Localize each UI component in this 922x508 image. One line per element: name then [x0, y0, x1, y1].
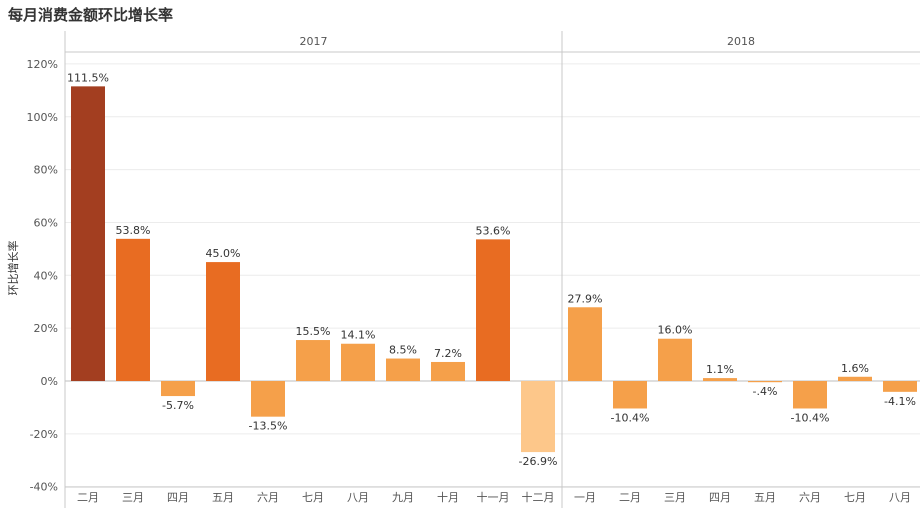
data-label: -5.7%: [162, 399, 194, 412]
data-label: 1.1%: [706, 363, 734, 376]
x-tick-label: 五月: [754, 491, 776, 504]
bar-2018-一月[interactable]: [568, 307, 602, 381]
x-tick-label: 五月: [212, 491, 234, 504]
chart-title: 每月消费金额环比增长率: [8, 6, 174, 24]
x-tick-label: 十二月: [522, 490, 555, 504]
data-label: -10.4%: [611, 411, 650, 424]
data-label: 1.6%: [841, 362, 869, 375]
bar-2017-三月[interactable]: [116, 238, 150, 381]
x-tick-label: 十一月: [477, 490, 510, 504]
y-tick-label: 20%: [34, 322, 58, 335]
bar-2018-二月[interactable]: [613, 381, 647, 409]
x-tick-label: 二月: [77, 491, 99, 504]
bar-2018-七月[interactable]: [838, 376, 872, 381]
x-tick-label: 九月: [392, 491, 414, 504]
x-tick-label: 八月: [347, 491, 369, 504]
x-tick-label: 八月: [889, 491, 911, 504]
data-label: 53.8%: [116, 224, 151, 237]
data-label: -10.4%: [791, 411, 830, 424]
bar-2017-七月[interactable]: [296, 340, 330, 381]
bar-2017-十二月[interactable]: [521, 381, 555, 453]
y-tick-label: 60%: [34, 216, 58, 229]
y-tick-label: 0%: [41, 375, 58, 388]
data-label: 16.0%: [658, 324, 693, 337]
data-label: 45.0%: [206, 247, 241, 260]
data-label: 8.5%: [389, 344, 417, 357]
data-label: 111.5%: [67, 71, 109, 84]
bar-2018-三月[interactable]: [658, 338, 692, 381]
bar-2018-四月[interactable]: [703, 378, 737, 381]
bar-2017-十月[interactable]: [431, 361, 465, 381]
x-tick-label: 四月: [167, 491, 189, 504]
x-tick-label: 六月: [257, 491, 279, 504]
bar-2017-六月[interactable]: [251, 381, 285, 417]
y-axis: -40% -20% 0% 20% 40% 60% 80% 100% 120%: [27, 58, 58, 494]
bar-2017-九月[interactable]: [386, 358, 420, 381]
y-tick-label: 100%: [27, 111, 58, 124]
data-label: -.4%: [753, 385, 778, 398]
bar-2017-八月[interactable]: [341, 343, 375, 381]
x-tick-label: 十月: [437, 490, 459, 504]
data-label: 53.6%: [476, 224, 511, 237]
bar-2018-八月[interactable]: [883, 381, 917, 392]
data-label: -4.1%: [884, 395, 916, 408]
x-axis: 二月 三月 四月 五月 六月 七月 八月 九月 十月 十一月 十二月 一月 二月 三月 四月 五月 六月 七月 八月: [77, 490, 911, 504]
data-label: 14.1%: [341, 329, 376, 342]
bars: [71, 86, 917, 453]
data-label: 27.9%: [568, 292, 603, 305]
x-tick-label: 二月: [619, 491, 641, 504]
y-tick-label: 40%: [34, 269, 58, 282]
x-tick-label: 三月: [664, 491, 686, 504]
y-tick-label: -20%: [30, 428, 58, 441]
bar-2017-四月[interactable]: [161, 381, 195, 397]
x-tick-label: 四月: [709, 491, 731, 504]
bar-2018-六月[interactable]: [793, 381, 827, 409]
bar-2017-二月[interactable]: [71, 86, 105, 381]
y-tick-label: -40%: [30, 481, 58, 494]
bar-2017-五月[interactable]: [206, 262, 240, 381]
year-header-2017: 2017: [300, 35, 328, 48]
x-tick-label: 六月: [799, 491, 821, 504]
data-labels: 111.5% 53.8% -5.7% 45.0% -13.5% 15.5% 14.1% 8.5…: [67, 71, 916, 468]
x-tick-label: 七月: [844, 491, 866, 504]
data-label: -13.5%: [249, 420, 288, 433]
y-tick-label: 120%: [27, 58, 58, 71]
x-tick-label: 一月: [574, 491, 596, 504]
bar-2018-五月[interactable]: [748, 381, 782, 383]
y-axis-label: 环比增长率: [6, 241, 20, 296]
x-tick-label: 三月: [122, 491, 144, 504]
x-tick-label: 七月: [302, 491, 324, 504]
data-label: -26.9%: [519, 455, 558, 468]
y-tick-label: 80%: [34, 164, 58, 177]
year-headers: 2017 2018: [300, 35, 756, 48]
bar-2017-十一月[interactable]: [476, 239, 510, 381]
data-label: 15.5%: [296, 325, 331, 338]
chart-frame: [64, 31, 920, 508]
data-label: 7.2%: [434, 347, 462, 360]
year-header-2018: 2018: [727, 35, 755, 48]
